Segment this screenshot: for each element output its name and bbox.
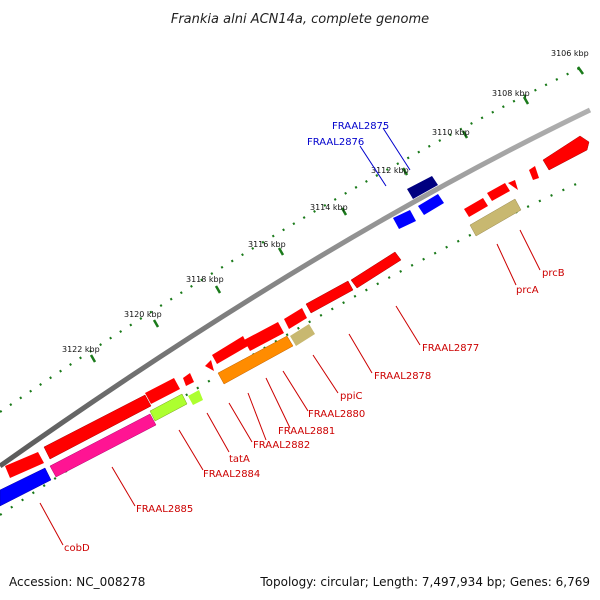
outer-tick-ring [0, 66, 583, 413]
tick-label-3108: 3108 kbp [492, 89, 530, 98]
gene-left-blue [393, 210, 416, 229]
gene-FRAAL2885-shape [49, 413, 157, 478]
tick-label-3106: 3106 kbp [551, 49, 589, 58]
gene-FRAAL2875-shape [407, 176, 438, 199]
gene-red-left-a [145, 378, 180, 404]
gene-ppiC-shape [290, 324, 315, 346]
gene-FRAAL2880-shape [217, 335, 294, 385]
tick-label-3118: 3118 kbp [186, 275, 224, 284]
gene-red-mid [284, 308, 307, 329]
label-FRAAL2885: FRAAL2885 [136, 504, 193, 515]
label-prcB: prcB [542, 268, 565, 279]
label-prcA: prcA [516, 285, 539, 296]
gene-cobD-shape [0, 467, 52, 507]
tick-label-3112: 3112 kbp [371, 166, 409, 175]
forward-strand-genes [393, 135, 590, 229]
label-FRAAL2881: FRAAL2881 [278, 426, 335, 437]
gene-red-edge [5, 452, 44, 478]
tick-label-3110: 3110 kbp [432, 128, 470, 137]
accession-text: Accession: NC_008278 [9, 575, 145, 589]
gene-FRAAL2881-shape [212, 336, 248, 364]
gene-right-1 [542, 135, 590, 171]
gene-tatA-shape [188, 390, 203, 405]
gene-red-small-b [183, 373, 194, 386]
label-FRAAL2882: FRAAL2882 [253, 440, 310, 451]
gene-prcB-body [464, 198, 488, 217]
gene-prcB-fwd [487, 183, 510, 201]
reverse-strand-genes [0, 198, 522, 507]
gene-FRAAL2877-shape [350, 251, 402, 289]
label-FRAAL2878: FRAAL2878 [374, 371, 431, 382]
gene-prcA-shape [469, 198, 522, 237]
label-ppiC: ppiC [340, 391, 362, 402]
label-cobD: cobD [64, 543, 90, 554]
tick-label-3116: 3116 kbp [248, 240, 286, 249]
tick-label-3114: 3114 kbp [310, 203, 348, 212]
gene-right-2 [529, 166, 539, 180]
gene-FRAAL2882-shape [205, 360, 214, 371]
map-title: Frankia alni ACN14a, complete genome [171, 12, 429, 27]
tick-label-3120: 3120 kbp [124, 310, 162, 319]
gene-right-3 [508, 180, 518, 190]
gene-FRAAL2884-shape [149, 393, 188, 422]
gene-red-left-b [43, 394, 152, 460]
gene-red-small-a [244, 322, 284, 351]
label-FRAAL2877: FRAAL2877 [422, 343, 479, 354]
gene-FRAAL2878-shape [305, 280, 354, 314]
label-leaders [39, 127, 541, 546]
tick-label-3122: 3122 kbp [62, 345, 100, 354]
outer-major-ticks [89, 66, 585, 363]
label-FRAAL2880: FRAAL2880 [308, 409, 365, 420]
genome-backbone [0, 107, 592, 469]
gene-FRAAL2876-shape [418, 194, 444, 215]
label-FRAAL2876: FRAAL2876 [307, 137, 364, 148]
genome-summary-text: Topology: circular; Length: 7,497,934 bp… [259, 575, 590, 589]
label-FRAAL2875: FRAAL2875 [332, 121, 389, 132]
label-tatA: tatA [229, 454, 250, 465]
label-FRAAL2884: FRAAL2884 [203, 469, 260, 480]
